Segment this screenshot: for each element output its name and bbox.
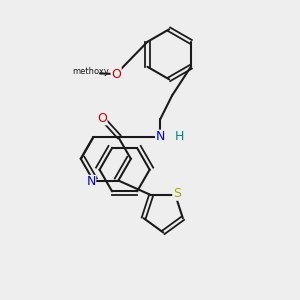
Text: methoxy: methoxy xyxy=(73,68,110,76)
Text: S: S xyxy=(173,187,181,200)
Text: N: N xyxy=(156,130,165,143)
Text: N: N xyxy=(86,176,96,188)
Text: H: H xyxy=(175,130,184,143)
Text: O: O xyxy=(111,68,121,80)
Text: O: O xyxy=(97,112,107,125)
